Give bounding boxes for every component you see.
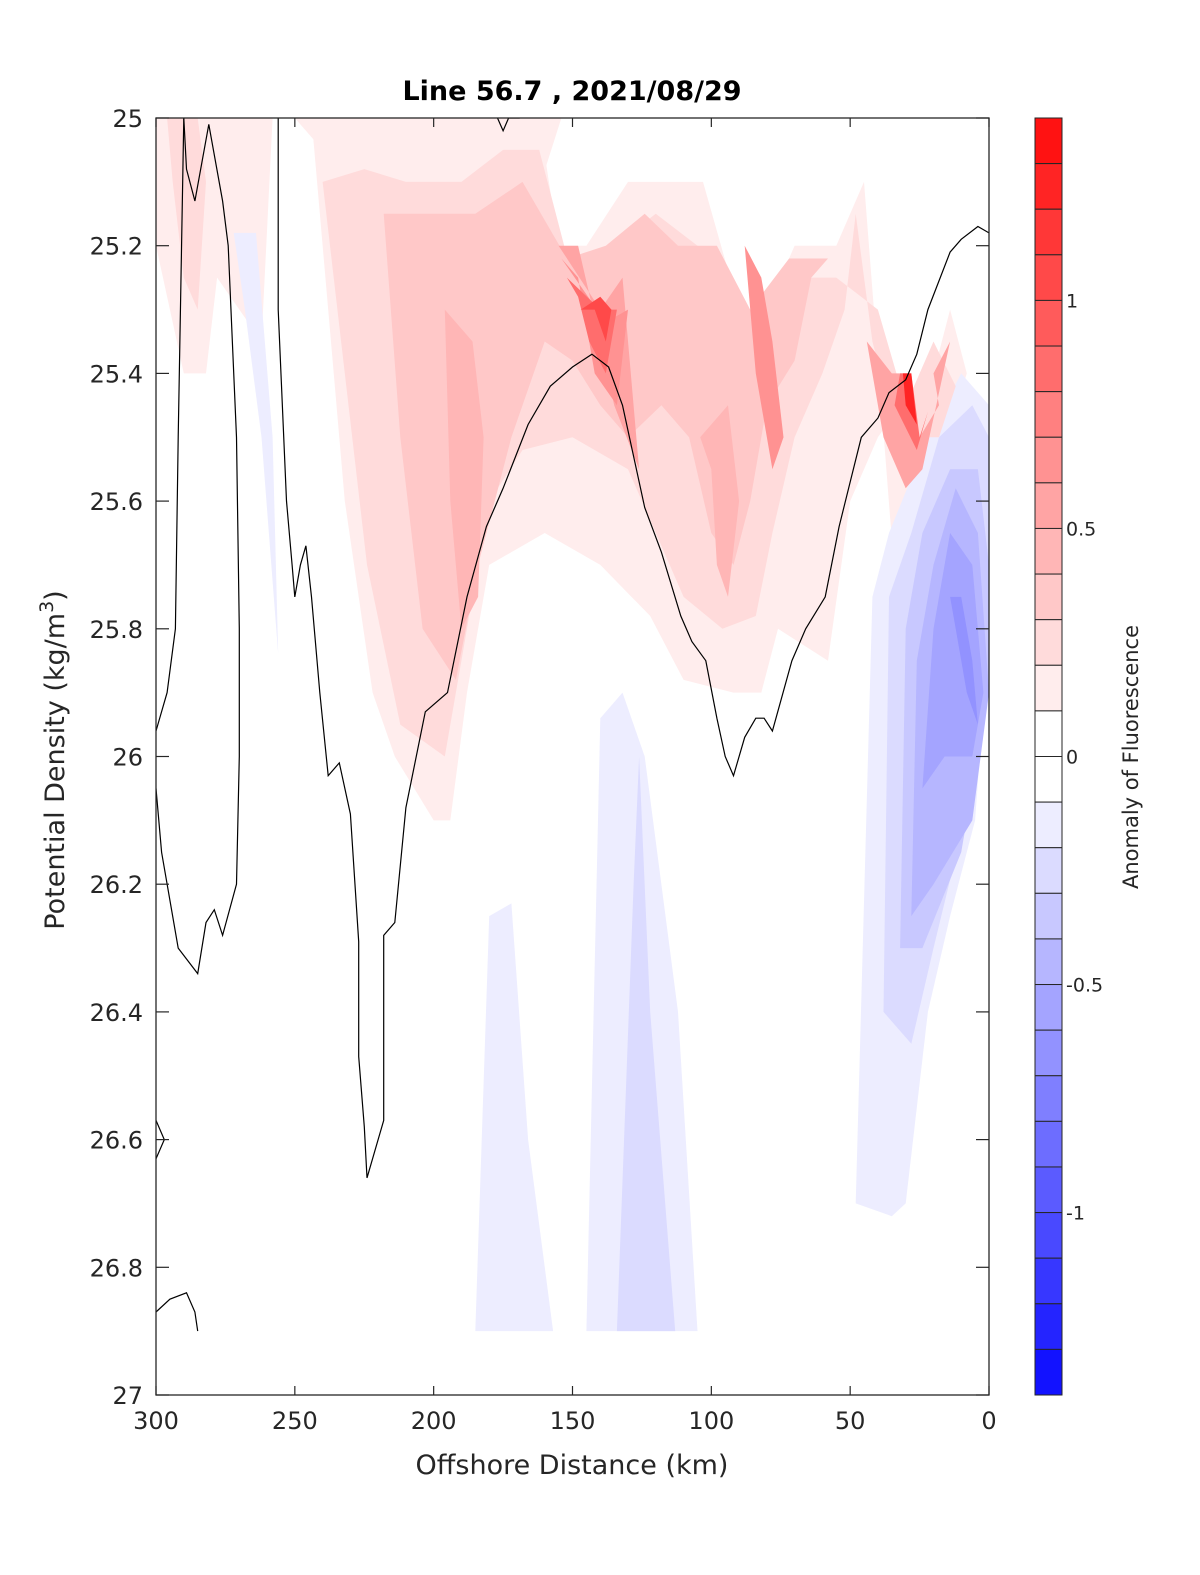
y-tick-label: 25.8 — [90, 616, 143, 644]
contour-region — [580, 296, 612, 342]
colorbar-segment — [1034, 984, 1063, 1031]
colorbar-label: Anomaly of Fluorescence — [1119, 625, 1143, 889]
y-tick-label: 25 — [112, 105, 143, 133]
contour-fills — [156, 118, 989, 1332]
y-axis-label-superscript: 3 — [36, 601, 58, 613]
x-axis-label: Offshore Distance (km) — [416, 1450, 729, 1481]
colorbar-segment — [1034, 345, 1063, 393]
contour-region — [233, 232, 279, 655]
colorbar-segment — [1034, 573, 1063, 621]
colorbar-segment — [1034, 710, 1063, 758]
y-tick-label: 26.6 — [90, 1127, 143, 1155]
contour-region — [167, 118, 206, 310]
chart-title: Line 56.7 , 2021/08/29 — [402, 76, 741, 107]
colorbar-segment — [1034, 1348, 1063, 1396]
colorbar-tick-label: -0.5 — [1066, 975, 1103, 997]
colorbar-segment — [1034, 938, 1063, 986]
y-tick-label: 26.8 — [90, 1254, 143, 1282]
y-axis: 25 25.2 25.4 25.6 25.8 26 26.2 26.4 26.6 26.8 27 — [90, 105, 989, 1410]
colorbar-segment — [1034, 892, 1063, 940]
contour-region — [922, 533, 984, 789]
zero-contour-line — [156, 1292, 199, 1332]
colorbar-tick-label: 0 — [1066, 747, 1078, 769]
colorbar-segment — [1034, 1303, 1063, 1350]
contour-region — [744, 245, 784, 470]
colorbar-segment — [1034, 117, 1063, 165]
zero-contour-line — [277, 118, 989, 1179]
y-tick-label: 26 — [112, 744, 143, 772]
zero-contour-line — [156, 118, 185, 732]
colorbar-segment — [1034, 1257, 1063, 1305]
colorbar-segment — [1034, 299, 1063, 347]
colorbar-segment — [1034, 527, 1063, 575]
x-tick-label: 50 — [835, 1407, 866, 1435]
contour-region — [558, 245, 640, 470]
y-tick-label: 25.2 — [90, 233, 143, 261]
y-axis-label: Potential Density (kg/m3) — [36, 590, 71, 929]
colorbar-segment — [1034, 1212, 1063, 1259]
contour-region — [444, 309, 484, 629]
colorbar-segment — [1034, 482, 1063, 529]
contour-region — [700, 405, 740, 597]
colorbar-tick-label: -1 — [1066, 1203, 1085, 1225]
colorbar-segment — [1034, 391, 1063, 438]
colorbar-segment — [1034, 436, 1063, 484]
y-tick-label: 27 — [112, 1382, 143, 1410]
colorbar: 1 0.5 0 -0.5 -1 — [1034, 117, 1103, 1396]
colorbar-segment — [1034, 1029, 1063, 1077]
colorbar-segment — [1034, 1166, 1063, 1214]
x-tick-label: 300 — [133, 1407, 179, 1435]
zero-contour-line — [156, 118, 240, 976]
colorbar-segment — [1034, 847, 1063, 894]
colorbar-segment — [1034, 756, 1063, 803]
contour-region — [616, 756, 676, 1332]
zero-contour-line — [496, 118, 520, 133]
colorbar-segment — [1034, 664, 1063, 712]
x-tick-label: 0 — [981, 1407, 996, 1435]
colorbar-segment — [1034, 208, 1063, 256]
colorbar-tick-label: 1 — [1066, 290, 1078, 312]
x-tick-label: 250 — [272, 1407, 318, 1435]
x-tick-label: 100 — [688, 1407, 734, 1435]
colorbar-tick-label: 0.5 — [1066, 518, 1096, 540]
colorbar-segment — [1034, 254, 1063, 301]
y-tick-label: 26.4 — [90, 999, 143, 1027]
x-axis: 300 250 200 150 100 50 0 — [133, 118, 997, 1435]
colorbar-segment — [1034, 619, 1063, 666]
colorbar-segment — [1034, 801, 1063, 849]
y-tick-label: 25.6 — [90, 488, 143, 516]
y-tick-label: 25.4 — [90, 360, 143, 388]
x-tick-label: 200 — [411, 1407, 457, 1435]
y-axis-label-close: ) — [40, 590, 71, 601]
colorbar-segment — [1034, 1120, 1063, 1168]
y-tick-label: 26.2 — [90, 871, 143, 899]
x-tick-label: 150 — [550, 1407, 596, 1435]
y-axis-label-main: Potential Density (kg/m — [40, 613, 71, 930]
zero-contour-lines — [156, 118, 989, 1332]
contour-region — [475, 903, 554, 1332]
colorbar-segment — [1034, 163, 1063, 210]
contour-region — [902, 373, 917, 425]
contour-region — [566, 277, 617, 374]
contour-region — [950, 596, 978, 725]
colorbar-segment — [1034, 1075, 1063, 1122]
contour-region — [383, 181, 828, 680]
